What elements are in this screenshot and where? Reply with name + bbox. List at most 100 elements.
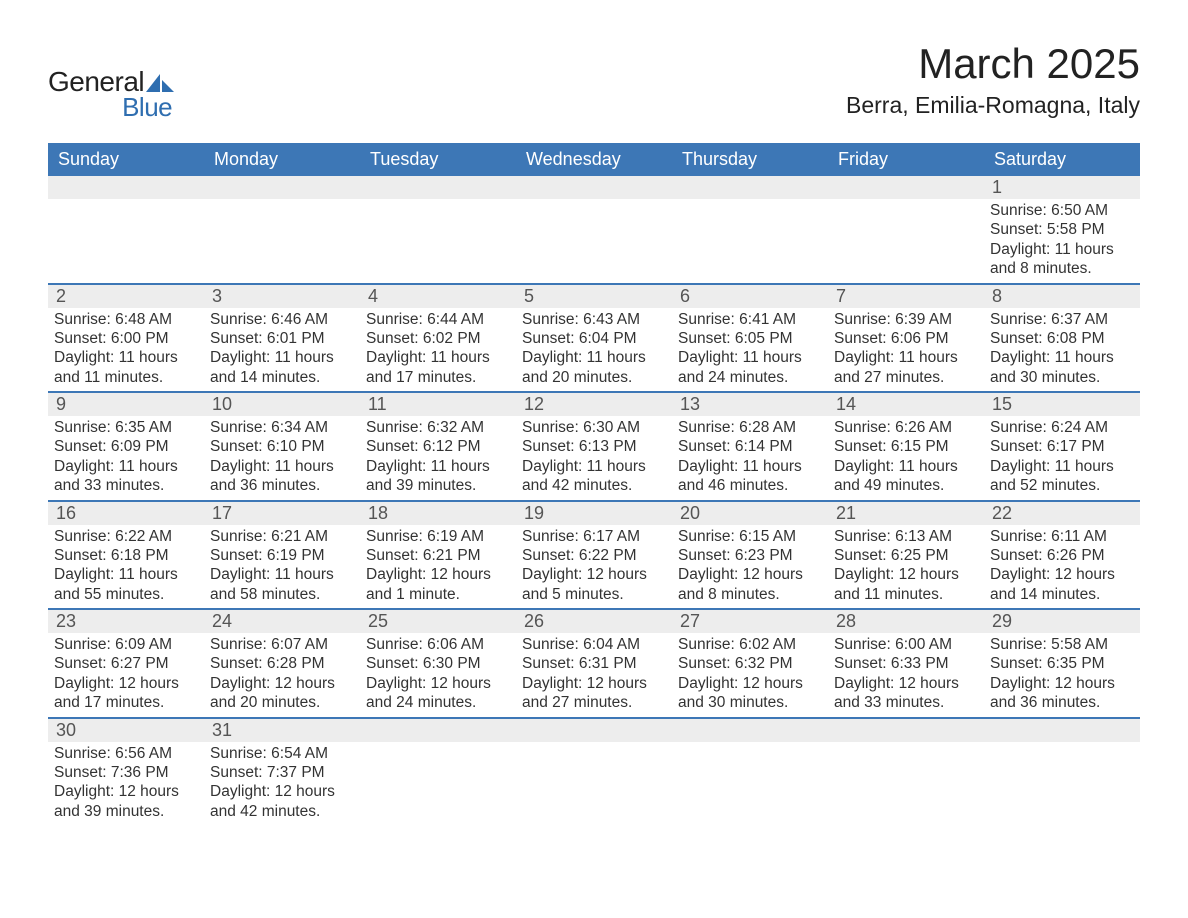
sunset-text: Sunset: 6:08 PM: [990, 329, 1134, 348]
day-details: Sunrise: 6:21 AMSunset: 6:19 PMDaylight:…: [204, 525, 360, 609]
daylight-text: Daylight: 11 hours and 8 minutes.: [990, 240, 1134, 279]
day-number: [672, 719, 828, 742]
sunset-text: Sunset: 6:04 PM: [522, 329, 666, 348]
daylight-text: Daylight: 12 hours and 42 minutes.: [210, 782, 354, 821]
day-cell: 18Sunrise: 6:19 AMSunset: 6:21 PMDayligh…: [360, 502, 516, 609]
day-details-empty: [672, 742, 828, 748]
day-number: 24: [204, 610, 360, 633]
day-cell: 21Sunrise: 6:13 AMSunset: 6:25 PMDayligh…: [828, 502, 984, 609]
daylight-text: Daylight: 11 hours and 39 minutes.: [366, 457, 510, 496]
daylight-text: Daylight: 11 hours and 20 minutes.: [522, 348, 666, 387]
sunrise-text: Sunrise: 6:15 AM: [678, 527, 822, 546]
sunset-text: Sunset: 6:02 PM: [366, 329, 510, 348]
day-number: [828, 719, 984, 742]
daylight-text: Daylight: 12 hours and 20 minutes.: [210, 674, 354, 713]
day-number: 5: [516, 285, 672, 308]
day-number: 28: [828, 610, 984, 633]
sunrise-text: Sunrise: 6:54 AM: [210, 744, 354, 763]
day-details: Sunrise: 6:19 AMSunset: 6:21 PMDaylight:…: [360, 525, 516, 609]
day-cell: 9Sunrise: 6:35 AMSunset: 6:09 PMDaylight…: [48, 393, 204, 500]
logo-line1: General: [48, 66, 176, 98]
day-cell: 27Sunrise: 6:02 AMSunset: 6:32 PMDayligh…: [672, 610, 828, 717]
sunset-text: Sunset: 6:10 PM: [210, 437, 354, 456]
day-cell: 26Sunrise: 6:04 AMSunset: 6:31 PMDayligh…: [516, 610, 672, 717]
daylight-text: Daylight: 12 hours and 24 minutes.: [366, 674, 510, 713]
sunrise-text: Sunrise: 6:50 AM: [990, 201, 1134, 220]
day-cell: [516, 176, 672, 283]
sunrise-text: Sunrise: 6:44 AM: [366, 310, 510, 329]
logo-word2: Blue: [122, 92, 172, 123]
day-cell: 30Sunrise: 6:56 AMSunset: 7:36 PMDayligh…: [48, 719, 204, 826]
sunset-text: Sunset: 6:30 PM: [366, 654, 510, 673]
day-of-week-cell: Monday: [204, 143, 360, 176]
day-cell: 11Sunrise: 6:32 AMSunset: 6:12 PMDayligh…: [360, 393, 516, 500]
day-number: [204, 176, 360, 199]
day-number: [984, 719, 1140, 742]
day-details: Sunrise: 6:04 AMSunset: 6:31 PMDaylight:…: [516, 633, 672, 717]
sunrise-text: Sunrise: 6:24 AM: [990, 418, 1134, 437]
sunrise-text: Sunrise: 6:17 AM: [522, 527, 666, 546]
week-row: 1Sunrise: 6:50 AMSunset: 5:58 PMDaylight…: [48, 176, 1140, 283]
sunset-text: Sunset: 6:26 PM: [990, 546, 1134, 565]
sunrise-text: Sunrise: 6:11 AM: [990, 527, 1134, 546]
daylight-text: Daylight: 11 hours and 17 minutes.: [366, 348, 510, 387]
day-of-week-cell: Thursday: [672, 143, 828, 176]
daylight-text: Daylight: 11 hours and 24 minutes.: [678, 348, 822, 387]
sunrise-text: Sunrise: 6:46 AM: [210, 310, 354, 329]
daylight-text: Daylight: 11 hours and 11 minutes.: [54, 348, 198, 387]
day-cell: 22Sunrise: 6:11 AMSunset: 6:26 PMDayligh…: [984, 502, 1140, 609]
sunset-text: Sunset: 6:09 PM: [54, 437, 198, 456]
day-cell: 28Sunrise: 6:00 AMSunset: 6:33 PMDayligh…: [828, 610, 984, 717]
logo: General Blue: [48, 66, 176, 123]
day-cell: 4Sunrise: 6:44 AMSunset: 6:02 PMDaylight…: [360, 285, 516, 392]
sunset-text: Sunset: 6:05 PM: [678, 329, 822, 348]
day-of-week-cell: Saturday: [984, 143, 1140, 176]
sunrise-text: Sunrise: 6:30 AM: [522, 418, 666, 437]
day-number: 2: [48, 285, 204, 308]
day-of-week-cell: Tuesday: [360, 143, 516, 176]
week-row: 23Sunrise: 6:09 AMSunset: 6:27 PMDayligh…: [48, 608, 1140, 717]
day-cell: 7Sunrise: 6:39 AMSunset: 6:06 PMDaylight…: [828, 285, 984, 392]
day-number: 25: [360, 610, 516, 633]
sunrise-text: Sunrise: 6:35 AM: [54, 418, 198, 437]
daylight-text: Daylight: 11 hours and 49 minutes.: [834, 457, 978, 496]
daylight-text: Daylight: 12 hours and 39 minutes.: [54, 782, 198, 821]
day-details: Sunrise: 6:17 AMSunset: 6:22 PMDaylight:…: [516, 525, 672, 609]
day-cell: [48, 176, 204, 283]
day-cell: [360, 719, 516, 826]
day-number: 31: [204, 719, 360, 742]
sunrise-text: Sunrise: 6:32 AM: [366, 418, 510, 437]
daylight-text: Daylight: 11 hours and 36 minutes.: [210, 457, 354, 496]
day-number: [48, 176, 204, 199]
day-number: 10: [204, 393, 360, 416]
day-cell: 8Sunrise: 6:37 AMSunset: 6:08 PMDaylight…: [984, 285, 1140, 392]
day-cell: 29Sunrise: 5:58 AMSunset: 6:35 PMDayligh…: [984, 610, 1140, 717]
week-row: 16Sunrise: 6:22 AMSunset: 6:18 PMDayligh…: [48, 500, 1140, 609]
day-number: 26: [516, 610, 672, 633]
sunrise-text: Sunrise: 6:21 AM: [210, 527, 354, 546]
sunset-text: Sunset: 6:06 PM: [834, 329, 978, 348]
day-details: Sunrise: 6:13 AMSunset: 6:25 PMDaylight:…: [828, 525, 984, 609]
day-number: 30: [48, 719, 204, 742]
day-details-empty: [516, 742, 672, 748]
sunrise-text: Sunrise: 6:28 AM: [678, 418, 822, 437]
sunset-text: Sunset: 6:22 PM: [522, 546, 666, 565]
day-number: [516, 719, 672, 742]
day-details: Sunrise: 6:56 AMSunset: 7:36 PMDaylight:…: [48, 742, 204, 826]
day-of-week-header: SundayMondayTuesdayWednesdayThursdayFrid…: [48, 143, 1140, 176]
day-cell: 23Sunrise: 6:09 AMSunset: 6:27 PMDayligh…: [48, 610, 204, 717]
day-details: Sunrise: 6:09 AMSunset: 6:27 PMDaylight:…: [48, 633, 204, 717]
daylight-text: Daylight: 12 hours and 27 minutes.: [522, 674, 666, 713]
title-block: March 2025 Berra, Emilia-Romagna, Italy: [846, 40, 1140, 119]
day-details: Sunrise: 6:02 AMSunset: 6:32 PMDaylight:…: [672, 633, 828, 717]
week-row: 9Sunrise: 6:35 AMSunset: 6:09 PMDaylight…: [48, 391, 1140, 500]
day-cell: 19Sunrise: 6:17 AMSunset: 6:22 PMDayligh…: [516, 502, 672, 609]
day-details: Sunrise: 6:11 AMSunset: 6:26 PMDaylight:…: [984, 525, 1140, 609]
sunrise-text: Sunrise: 6:37 AM: [990, 310, 1134, 329]
day-cell: 24Sunrise: 6:07 AMSunset: 6:28 PMDayligh…: [204, 610, 360, 717]
day-cell: [672, 719, 828, 826]
daylight-text: Daylight: 12 hours and 1 minute.: [366, 565, 510, 604]
sunset-text: Sunset: 6:15 PM: [834, 437, 978, 456]
day-of-week-cell: Friday: [828, 143, 984, 176]
page-title: March 2025: [846, 40, 1140, 88]
